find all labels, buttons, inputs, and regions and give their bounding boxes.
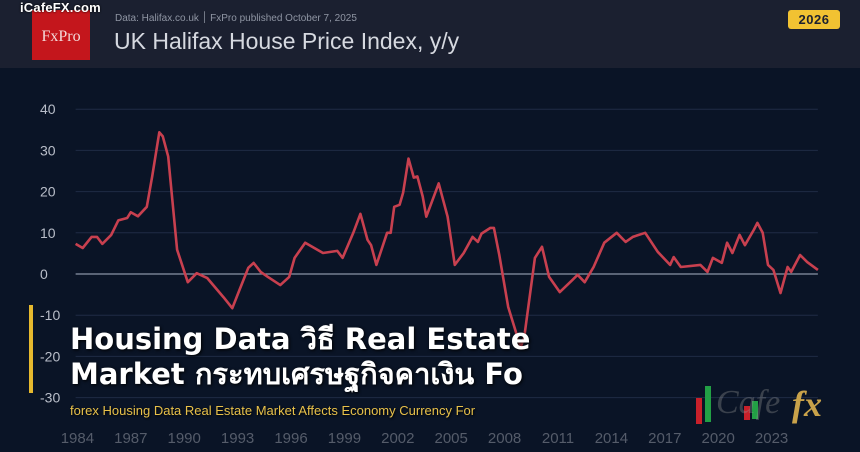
y-tick-label: -20 bbox=[40, 348, 60, 364]
y-tick-label: 30 bbox=[40, 142, 56, 158]
y-tick-label: 0 bbox=[40, 266, 48, 282]
overlay-subtitle: forex Housing Data Real Estate Market Af… bbox=[70, 403, 476, 418]
series-line-hpi-yoy bbox=[74, 131, 819, 349]
icafefx-watermark: Cafe fx bbox=[692, 384, 842, 426]
overlay-title-line1: Housing Data วิธี Real Estate bbox=[70, 322, 531, 356]
chart-header: FxPro iCafeFX.com Data: Halifax.co.uk ׀ … bbox=[0, 0, 860, 68]
candlestick-icon bbox=[752, 401, 758, 419]
candlestick-icon bbox=[744, 406, 750, 420]
x-tick-label: 2005 bbox=[435, 430, 468, 447]
y-tick-label: -10 bbox=[40, 307, 60, 323]
candlestick-icon bbox=[696, 398, 702, 424]
x-tick-label: 2020 bbox=[702, 430, 735, 447]
x-tick-label: 2011 bbox=[542, 430, 574, 447]
x-tick-label: 2002 bbox=[381, 430, 414, 447]
x-tick-label: 1999 bbox=[328, 430, 361, 447]
y-tick-label: 40 bbox=[40, 101, 56, 117]
y-tick-label: 20 bbox=[40, 184, 56, 200]
x-tick-label: 1990 bbox=[168, 430, 201, 447]
chart-title: UK Halifax House Price Index, y/y bbox=[114, 28, 460, 54]
site-watermark: iCafeFX.com bbox=[20, 0, 101, 15]
fx-logo-icon: fx bbox=[792, 384, 822, 424]
gridlines bbox=[75, 108, 818, 399]
fxpro-logo: FxPro bbox=[32, 10, 90, 60]
x-tick-label: 2014 bbox=[595, 430, 628, 447]
x-tick-label: 1987 bbox=[114, 430, 147, 447]
x-tick-label: 2008 bbox=[488, 430, 521, 447]
x-tick-label: 1996 bbox=[274, 430, 307, 447]
candlestick-icon bbox=[705, 386, 711, 422]
y-tick-label: 10 bbox=[40, 225, 56, 241]
overlay-title-line2: Market กระทบเศรษฐกิจคาเงิน Fo bbox=[70, 357, 523, 391]
x-tick-label: 2023 bbox=[755, 430, 788, 447]
x-axis-ticks: 1984 1987 1990 1993 1996 1999 2002 2005 2008 2011… bbox=[61, 430, 789, 447]
x-tick-label: 1993 bbox=[221, 430, 254, 447]
x-tick-label: 2017 bbox=[648, 430, 681, 447]
accent-bar bbox=[29, 305, 33, 393]
logo-text: FxPro bbox=[41, 28, 81, 45]
watermark-text: Cafe bbox=[716, 384, 781, 421]
source-line: Data: Halifax.co.uk ׀ FxPro published Oc… bbox=[115, 13, 357, 24]
year-badge: 2026 bbox=[788, 10, 840, 29]
y-tick-label: -30 bbox=[40, 390, 60, 406]
overlay-title: Housing Data วิธี Real Estate Market กระ… bbox=[70, 322, 530, 392]
y-axis-ticks: 40 30 20 10 0 -10 -20 -30 bbox=[40, 101, 60, 405]
x-tick-label: 1984 bbox=[61, 430, 94, 447]
